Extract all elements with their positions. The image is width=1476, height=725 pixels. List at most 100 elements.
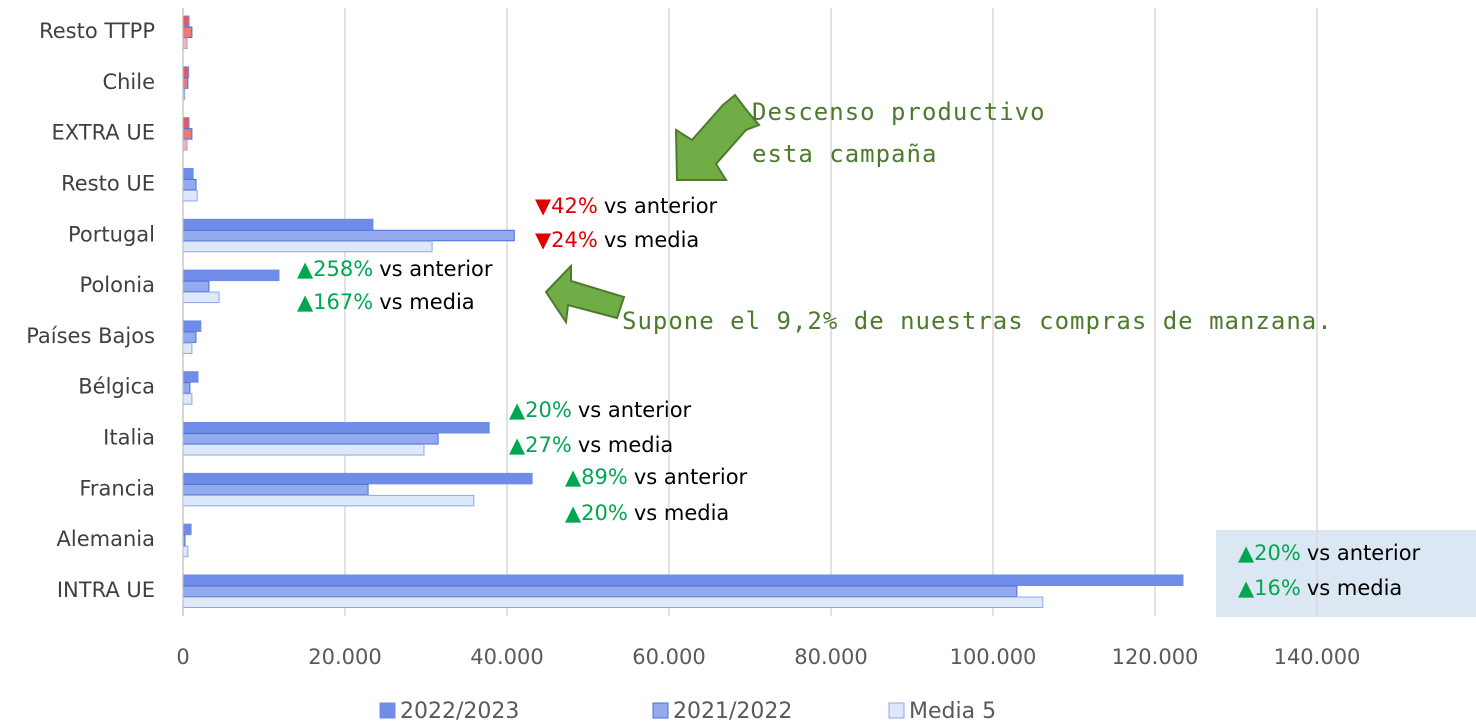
bar	[182, 291, 220, 304]
callout-text: Supone el 9,2% de nuestras compras de ma…	[622, 307, 1333, 335]
annotation-pct: 20%	[1254, 541, 1301, 565]
bar	[182, 342, 193, 354]
annotation-marker: ▲	[565, 465, 582, 489]
bar	[182, 545, 189, 558]
bar	[182, 229, 515, 242]
annotation: ▼24% vs media	[535, 228, 699, 252]
annotation-marker: ▲	[1238, 576, 1255, 600]
bar	[182, 167, 194, 180]
y-tick-label: Italia	[103, 426, 155, 450]
x-tick-label: 120.000	[1112, 645, 1199, 669]
y-tick-label: Resto TTPP	[39, 19, 155, 43]
bar	[182, 382, 191, 394]
y-tick-label: Alemania	[57, 527, 155, 551]
annotation: ▲258% vs anterior	[297, 257, 493, 281]
annotation-pct: 16%	[1254, 576, 1301, 600]
bar	[182, 240, 433, 253]
bar	[182, 331, 197, 343]
bar	[182, 280, 210, 293]
bar	[182, 523, 192, 536]
annotation: ▲16% vs media	[1238, 576, 1402, 600]
highlight-box	[1216, 530, 1476, 617]
bar	[182, 585, 1018, 597]
annotation-pct: 42%	[551, 194, 598, 218]
y-tick-label: Bélgica	[78, 375, 155, 399]
bar	[182, 320, 202, 332]
annotation-text: vs media	[604, 228, 699, 252]
bar	[182, 472, 533, 485]
y-tick-label: Países Bajos	[26, 324, 155, 348]
annotation: ▲167% vs media	[297, 290, 475, 314]
x-tick-label: 20.000	[308, 645, 381, 669]
annotation-marker: ▲	[297, 290, 314, 314]
y-tick-label: Resto UE	[61, 171, 155, 195]
y-tick-label: INTRA UE	[57, 578, 155, 602]
annotation: ▲89% vs anterior	[565, 465, 748, 489]
bar	[182, 494, 475, 507]
annotation-text: vs anterior	[578, 398, 692, 422]
bar	[182, 66, 190, 78]
bar	[182, 433, 439, 445]
bar	[182, 371, 199, 383]
x-tick-label: 40.000	[470, 645, 543, 669]
annotation-pct: 24%	[551, 228, 598, 252]
annotation-marker: ▲	[509, 398, 526, 422]
annotation-marker: ▼	[535, 194, 552, 218]
bar	[182, 483, 369, 496]
bar	[182, 37, 188, 49]
bar	[182, 444, 425, 456]
annotation: ▲27% vs media	[509, 433, 673, 457]
y-tick-label: EXTRA UE	[51, 121, 155, 145]
annotation-pct: 258%	[313, 257, 373, 281]
annotation-marker: ▼	[535, 228, 552, 252]
legend-label: 2022/2023	[400, 699, 519, 724]
annotation-text: vs media	[634, 501, 729, 525]
bar	[182, 218, 374, 231]
annotation-marker: ▲	[509, 433, 526, 457]
x-tick-label: 80.000	[794, 645, 867, 669]
callout-arrow	[544, 263, 626, 325]
annotation-marker: ▲	[565, 501, 582, 525]
bar	[182, 128, 193, 140]
x-tick-label: 140.000	[1274, 645, 1361, 669]
y-tick-label: Francia	[79, 476, 155, 500]
annotation-pct: 27%	[525, 433, 572, 457]
annotation-pct: 167%	[313, 290, 373, 314]
legend-label: Media 5	[909, 699, 996, 724]
annotation-marker: ▲	[1238, 541, 1255, 565]
x-tick-label: 0	[176, 645, 189, 669]
annotation-marker: ▲	[297, 257, 314, 281]
annotation-pct: 89%	[581, 465, 628, 489]
bar	[182, 26, 193, 38]
annotation-text: vs media	[379, 290, 474, 314]
y-tick-label: Portugal	[68, 222, 155, 246]
plot: 0 20.000 40.000 60.000 80.000 100.000 120.000 1…	[26, 8, 1360, 724]
annotation-pct: 20%	[581, 501, 628, 525]
bar	[182, 189, 198, 202]
x-tick-label: 100.000	[950, 645, 1037, 669]
bar	[182, 596, 1044, 608]
annotation: ▼42% vs anterior	[535, 194, 718, 218]
annotation-text: vs anterior	[634, 465, 748, 489]
bar	[182, 178, 197, 191]
legend-label: 2021/2022	[673, 699, 792, 724]
legend-swatch	[652, 702, 669, 719]
annotation-pct: 20%	[525, 398, 572, 422]
annotation-text: vs media	[578, 433, 673, 457]
callout-text: Descenso productivo	[752, 98, 1046, 126]
y-tick-label: Chile	[102, 70, 155, 94]
bar	[182, 574, 1184, 586]
annotation-text: vs anterior	[604, 194, 718, 218]
bar	[182, 15, 190, 27]
bar	[182, 269, 280, 282]
bar	[182, 422, 490, 434]
callout-arrow	[674, 93, 761, 181]
bar	[182, 77, 189, 89]
callout-text: esta campaña	[752, 140, 937, 168]
bar	[182, 117, 190, 129]
annotation-text: vs anterior	[1307, 541, 1421, 565]
annotation: ▲20% vs media	[565, 501, 729, 525]
bar	[182, 139, 188, 151]
y-tick-label: Polonia	[80, 273, 155, 297]
